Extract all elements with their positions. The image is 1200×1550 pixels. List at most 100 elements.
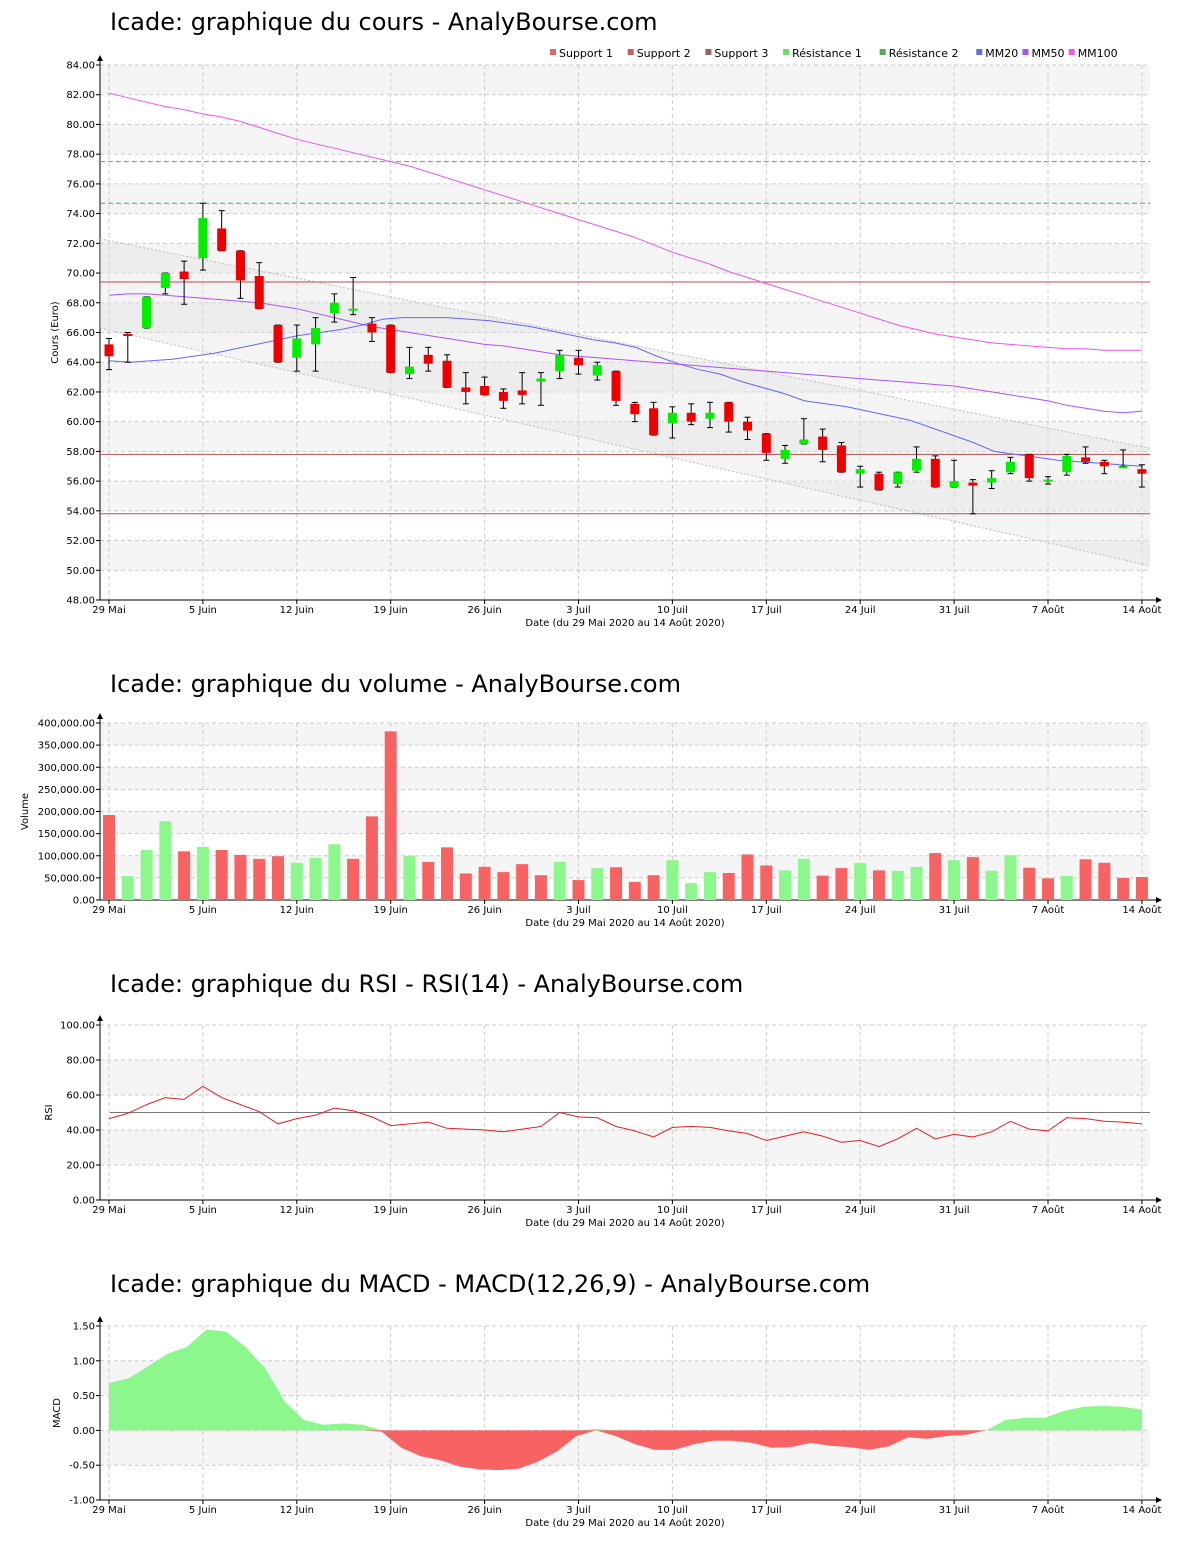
rsi-title: Icade: graphique du RSI - RSI(14) - Anal… xyxy=(110,970,744,998)
macd-chart: -1.00 -0.50 0.00 0.50 1.00 1.50 29 Mai 5 Juin 12… xyxy=(52,1316,1162,1529)
y-tick-label: 64.00 xyxy=(66,358,95,369)
candle-body xyxy=(1081,457,1091,462)
volume-bar xyxy=(1042,878,1054,900)
x-tick-label: 10 Juil xyxy=(657,905,688,916)
y-tick-label: 80.00 xyxy=(66,120,95,131)
y-tick-label: 1.50 xyxy=(73,1322,95,1333)
volume-bar xyxy=(272,856,285,900)
plot-band xyxy=(100,362,1150,392)
x-tick-label: 12 Juin xyxy=(280,905,314,916)
legend-label: MM20 xyxy=(985,47,1018,60)
volume-bar xyxy=(779,870,792,900)
plot-band xyxy=(100,421,1150,452)
plot-band xyxy=(100,243,1150,274)
x-axis-title: Date (du 29 Mai 2020 au 14 Août 2020) xyxy=(525,617,724,629)
x-tick-label: 19 Juin xyxy=(374,1205,408,1216)
plot-band xyxy=(100,481,1150,511)
legend-swatch xyxy=(627,49,634,55)
y-tick-label: 70.00 xyxy=(66,269,95,280)
x-tick-label: 7 Août xyxy=(1032,904,1065,916)
trend-channel-upper xyxy=(99,238,1151,449)
x-tick-label: 5 Juin xyxy=(189,1205,217,1216)
volume-bar xyxy=(760,865,773,900)
candle-body xyxy=(836,445,846,473)
x-axis-arrow xyxy=(1156,597,1162,603)
legend-swatch xyxy=(879,49,886,55)
volume-bar xyxy=(347,858,360,900)
volume-bar xyxy=(1135,876,1148,900)
trend-channel xyxy=(100,238,1150,566)
y-tick-label: 76.00 xyxy=(66,179,95,190)
volume-bar xyxy=(816,875,829,900)
candle-body xyxy=(574,357,583,366)
candle-body xyxy=(254,276,264,309)
volume-bar xyxy=(215,849,228,900)
candle-body xyxy=(912,458,922,471)
candle-body xyxy=(235,250,245,281)
volume-bar xyxy=(384,731,397,900)
x-tick-label: 3 Juil xyxy=(566,905,590,916)
x-tick-label: 29 Mai xyxy=(92,605,125,616)
volume-bar xyxy=(196,846,209,900)
x-tick-label: 29 Mai xyxy=(92,905,125,916)
candle-body xyxy=(292,338,302,358)
plot-band xyxy=(100,1060,1150,1095)
volume-bar xyxy=(948,860,961,900)
candle-body xyxy=(592,365,602,376)
x-tick-label: 26 Juin xyxy=(467,605,501,616)
y-tick-label: 150,000.00 xyxy=(38,829,95,840)
rsi-line xyxy=(108,1085,1142,1148)
y-axis-arrow xyxy=(97,1015,103,1021)
y-tick-label: 52.00 xyxy=(66,536,95,547)
volume-bar xyxy=(797,858,810,900)
legend-label: Résistance 1 xyxy=(792,47,862,60)
legend-label: Support 3 xyxy=(714,47,768,60)
x-tick-label: 7 Août xyxy=(1032,1204,1065,1216)
candle-body xyxy=(404,366,414,375)
x-tick-label: 12 Juin xyxy=(280,605,314,616)
price-panel: Icade: graphique du cours - AnalyBourse.… xyxy=(0,0,1200,640)
plot-band xyxy=(100,124,1150,155)
candle-body xyxy=(536,378,546,382)
candle-body xyxy=(555,354,565,372)
volume-bar xyxy=(553,861,566,900)
x-axis-arrow xyxy=(1156,1197,1162,1203)
volume-bar xyxy=(1060,876,1073,900)
plot-band xyxy=(100,1130,1150,1165)
x-tick-label: 10 Juil xyxy=(657,1505,688,1516)
legend-label: MM100 xyxy=(1078,47,1118,60)
volume-bar xyxy=(741,854,754,900)
x-tick-label: 19 Juin xyxy=(374,1505,408,1516)
candle-body xyxy=(630,403,640,415)
y-tick-label: 50,000.00 xyxy=(44,873,95,884)
x-tick-label: 17 Juil xyxy=(751,605,782,616)
legend-swatch xyxy=(550,49,556,55)
y-tick-label: 74.00 xyxy=(66,209,95,220)
rsi-panel: Icade: graphique du RSI - RSI(14) - Anal… xyxy=(0,940,1200,1240)
macd-panel: Icade: graphique du MACD - MACD(12,26,9)… xyxy=(0,1240,1200,1550)
plot-band xyxy=(100,183,1150,214)
y-tick-label: 100.00 xyxy=(60,1021,95,1032)
candle-body xyxy=(498,391,508,401)
x-tick-label: 31 Juil xyxy=(939,905,970,916)
volume-bar xyxy=(610,867,623,900)
candle-body xyxy=(818,436,828,450)
candle-body xyxy=(1062,455,1072,473)
y-tick-label: 40.00 xyxy=(66,1126,95,1137)
y-tick-label: 56.00 xyxy=(66,477,95,488)
x-tick-label: 3 Juil xyxy=(566,605,590,616)
volume-title: Icade: graphique du volume - AnalyBourse… xyxy=(110,670,681,698)
y-tick-label: 68.00 xyxy=(66,298,95,309)
volume-bar xyxy=(1079,859,1092,900)
volume-bar xyxy=(966,857,979,900)
x-tick-label: 10 Juil xyxy=(657,1205,688,1216)
candle-body xyxy=(1137,469,1147,474)
volume-bar xyxy=(159,821,172,900)
y-tick-label: -0.50 xyxy=(69,1461,95,1472)
volume-bar xyxy=(910,866,923,900)
volume-bar xyxy=(1023,867,1036,900)
x-tick-label: 10 Juil xyxy=(657,605,688,616)
mm50-line xyxy=(108,293,1142,414)
volume-bar xyxy=(253,858,266,900)
volume-bar xyxy=(403,856,416,900)
